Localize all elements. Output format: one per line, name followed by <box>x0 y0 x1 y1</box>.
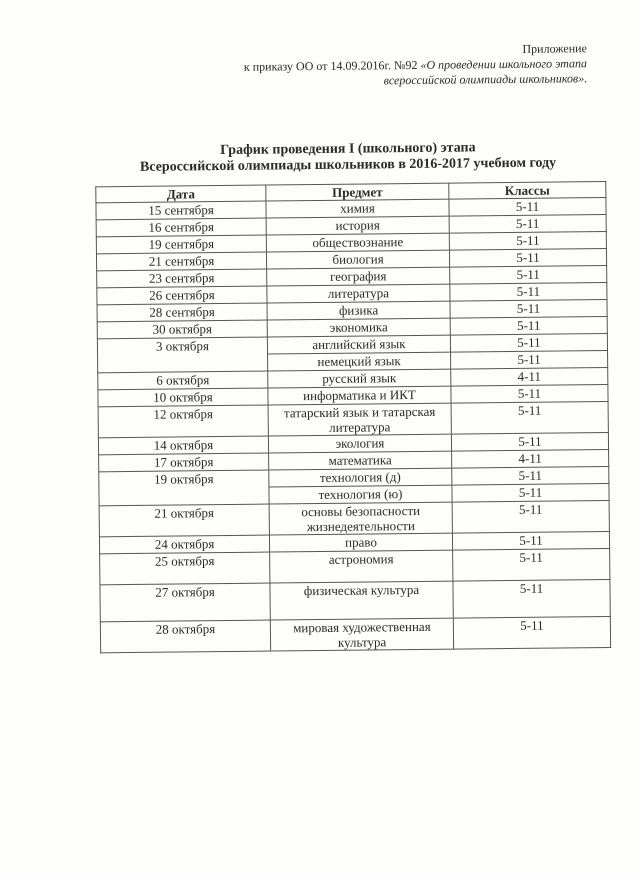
order-reference: к приказу ОО от 14.09.2016г. №92 <box>243 57 421 74</box>
grades-cell: 4-11 <box>451 449 609 469</box>
grades-cell: 5-11 <box>451 432 609 452</box>
date-cell: 16 сентября <box>96 218 267 237</box>
date-cell: 19 сентября <box>96 235 267 254</box>
subject-cell: мировая художественная культура <box>270 618 454 652</box>
subject-cell: астрономия <box>269 550 453 584</box>
grades-cell: 5-11 <box>450 350 608 370</box>
date-cell: 30 октября <box>97 320 268 339</box>
grades-cell: 5-11 <box>449 248 607 268</box>
date-cell: 10 октября <box>97 388 269 407</box>
date-cell: 25 октября <box>99 552 270 585</box>
grades-cell: 4-11 <box>450 367 608 387</box>
grades-cell: 5-11 <box>450 316 608 336</box>
date-cell: 21 октября <box>99 504 270 537</box>
subject-cell: технология (ю) <box>268 485 453 505</box>
grades-cell: 5-11 <box>448 197 607 217</box>
subject-cell: история <box>266 216 450 236</box>
grades-cell: 5-11 <box>451 483 610 503</box>
grades-cell: 5-11 <box>450 333 608 353</box>
subject-cell: химия <box>265 199 450 219</box>
grades-cell: 5-11 <box>449 299 608 319</box>
header-date: Дата <box>95 185 266 203</box>
subject-cell: русский язык <box>267 369 451 389</box>
grades-cell: 5-11 <box>450 384 609 404</box>
document-title: График проведения I (школьного) этапа Вс… <box>88 139 608 176</box>
subject-cell: основы безопасности жизнедеятельности <box>269 502 453 536</box>
grades-cell: 5-11 <box>452 579 611 619</box>
subject-cell: экономика <box>267 318 451 338</box>
grades-cell: 5-11 <box>452 548 610 582</box>
subject-cell: информатика и ИКТ <box>267 386 452 406</box>
table-row: 28 октября мировая художественная культур… <box>100 616 611 653</box>
date-cell: 12 октября <box>98 405 269 438</box>
subject-cell: география <box>266 267 450 287</box>
date-cell: 14 октября <box>98 436 269 455</box>
date-cell: 27 октября <box>99 583 271 622</box>
date-cell: 15 сентября <box>95 201 267 220</box>
date-cell: 6 октября <box>97 371 268 390</box>
appendix-note: Приложение к приказу ОО от 14.09.2016г. … <box>244 41 588 90</box>
subject-cell: физика <box>267 301 451 321</box>
date-cell: 24 октября <box>99 535 270 554</box>
subject-cell: технология (д) <box>268 468 452 488</box>
order-title-part1: «О проведении школьного этапа <box>420 56 588 72</box>
date-cell: 17 октября <box>98 453 269 472</box>
grades-cell: 5-11 <box>453 616 611 650</box>
table-row: 27 октября физическая культура 5-11 <box>99 579 611 622</box>
grades-cell: 5-11 <box>449 214 607 234</box>
date-cell: 23 сентября <box>96 269 267 288</box>
grades-cell: 5-11 <box>452 531 610 551</box>
grades-cell: 5-11 <box>452 500 610 534</box>
grades-cell: 5-11 <box>449 282 607 302</box>
subject-cell: право <box>269 533 453 553</box>
subject-cell: татарский язык и татарская литература <box>268 403 452 437</box>
header-grades: Классы <box>448 181 606 200</box>
order-title-part2: всероссийской олимпиады школьников». <box>383 71 588 88</box>
subject-cell: биология <box>266 250 450 270</box>
grades-cell: 5-11 <box>451 401 609 435</box>
date-cell: 28 октября <box>100 620 271 653</box>
date-cell: 26 сентября <box>96 286 268 305</box>
date-cell: 28 сентября <box>97 303 268 322</box>
subject-cell: экология <box>268 434 452 454</box>
schedule-table: Дата Предмет Классы 15 сентября химия 5-11… <box>95 181 611 653</box>
grades-cell: 5-11 <box>449 231 607 251</box>
subject-cell: физическая культура <box>269 581 454 621</box>
date-cell: 3 октября <box>97 337 268 373</box>
subject-cell: литература <box>266 284 450 304</box>
subject-cell: немецкий язык <box>267 352 451 372</box>
date-cell: 21 сентября <box>96 252 267 271</box>
grades-cell: 5-11 <box>451 466 609 486</box>
grades-cell: 5-11 <box>449 265 607 285</box>
date-cell: 19 октября <box>98 470 270 506</box>
subject-cell: математика <box>268 451 452 471</box>
header-subject: Предмет <box>265 183 449 202</box>
subject-cell: обществознание <box>266 233 450 253</box>
subject-cell: английский язык <box>267 335 451 355</box>
